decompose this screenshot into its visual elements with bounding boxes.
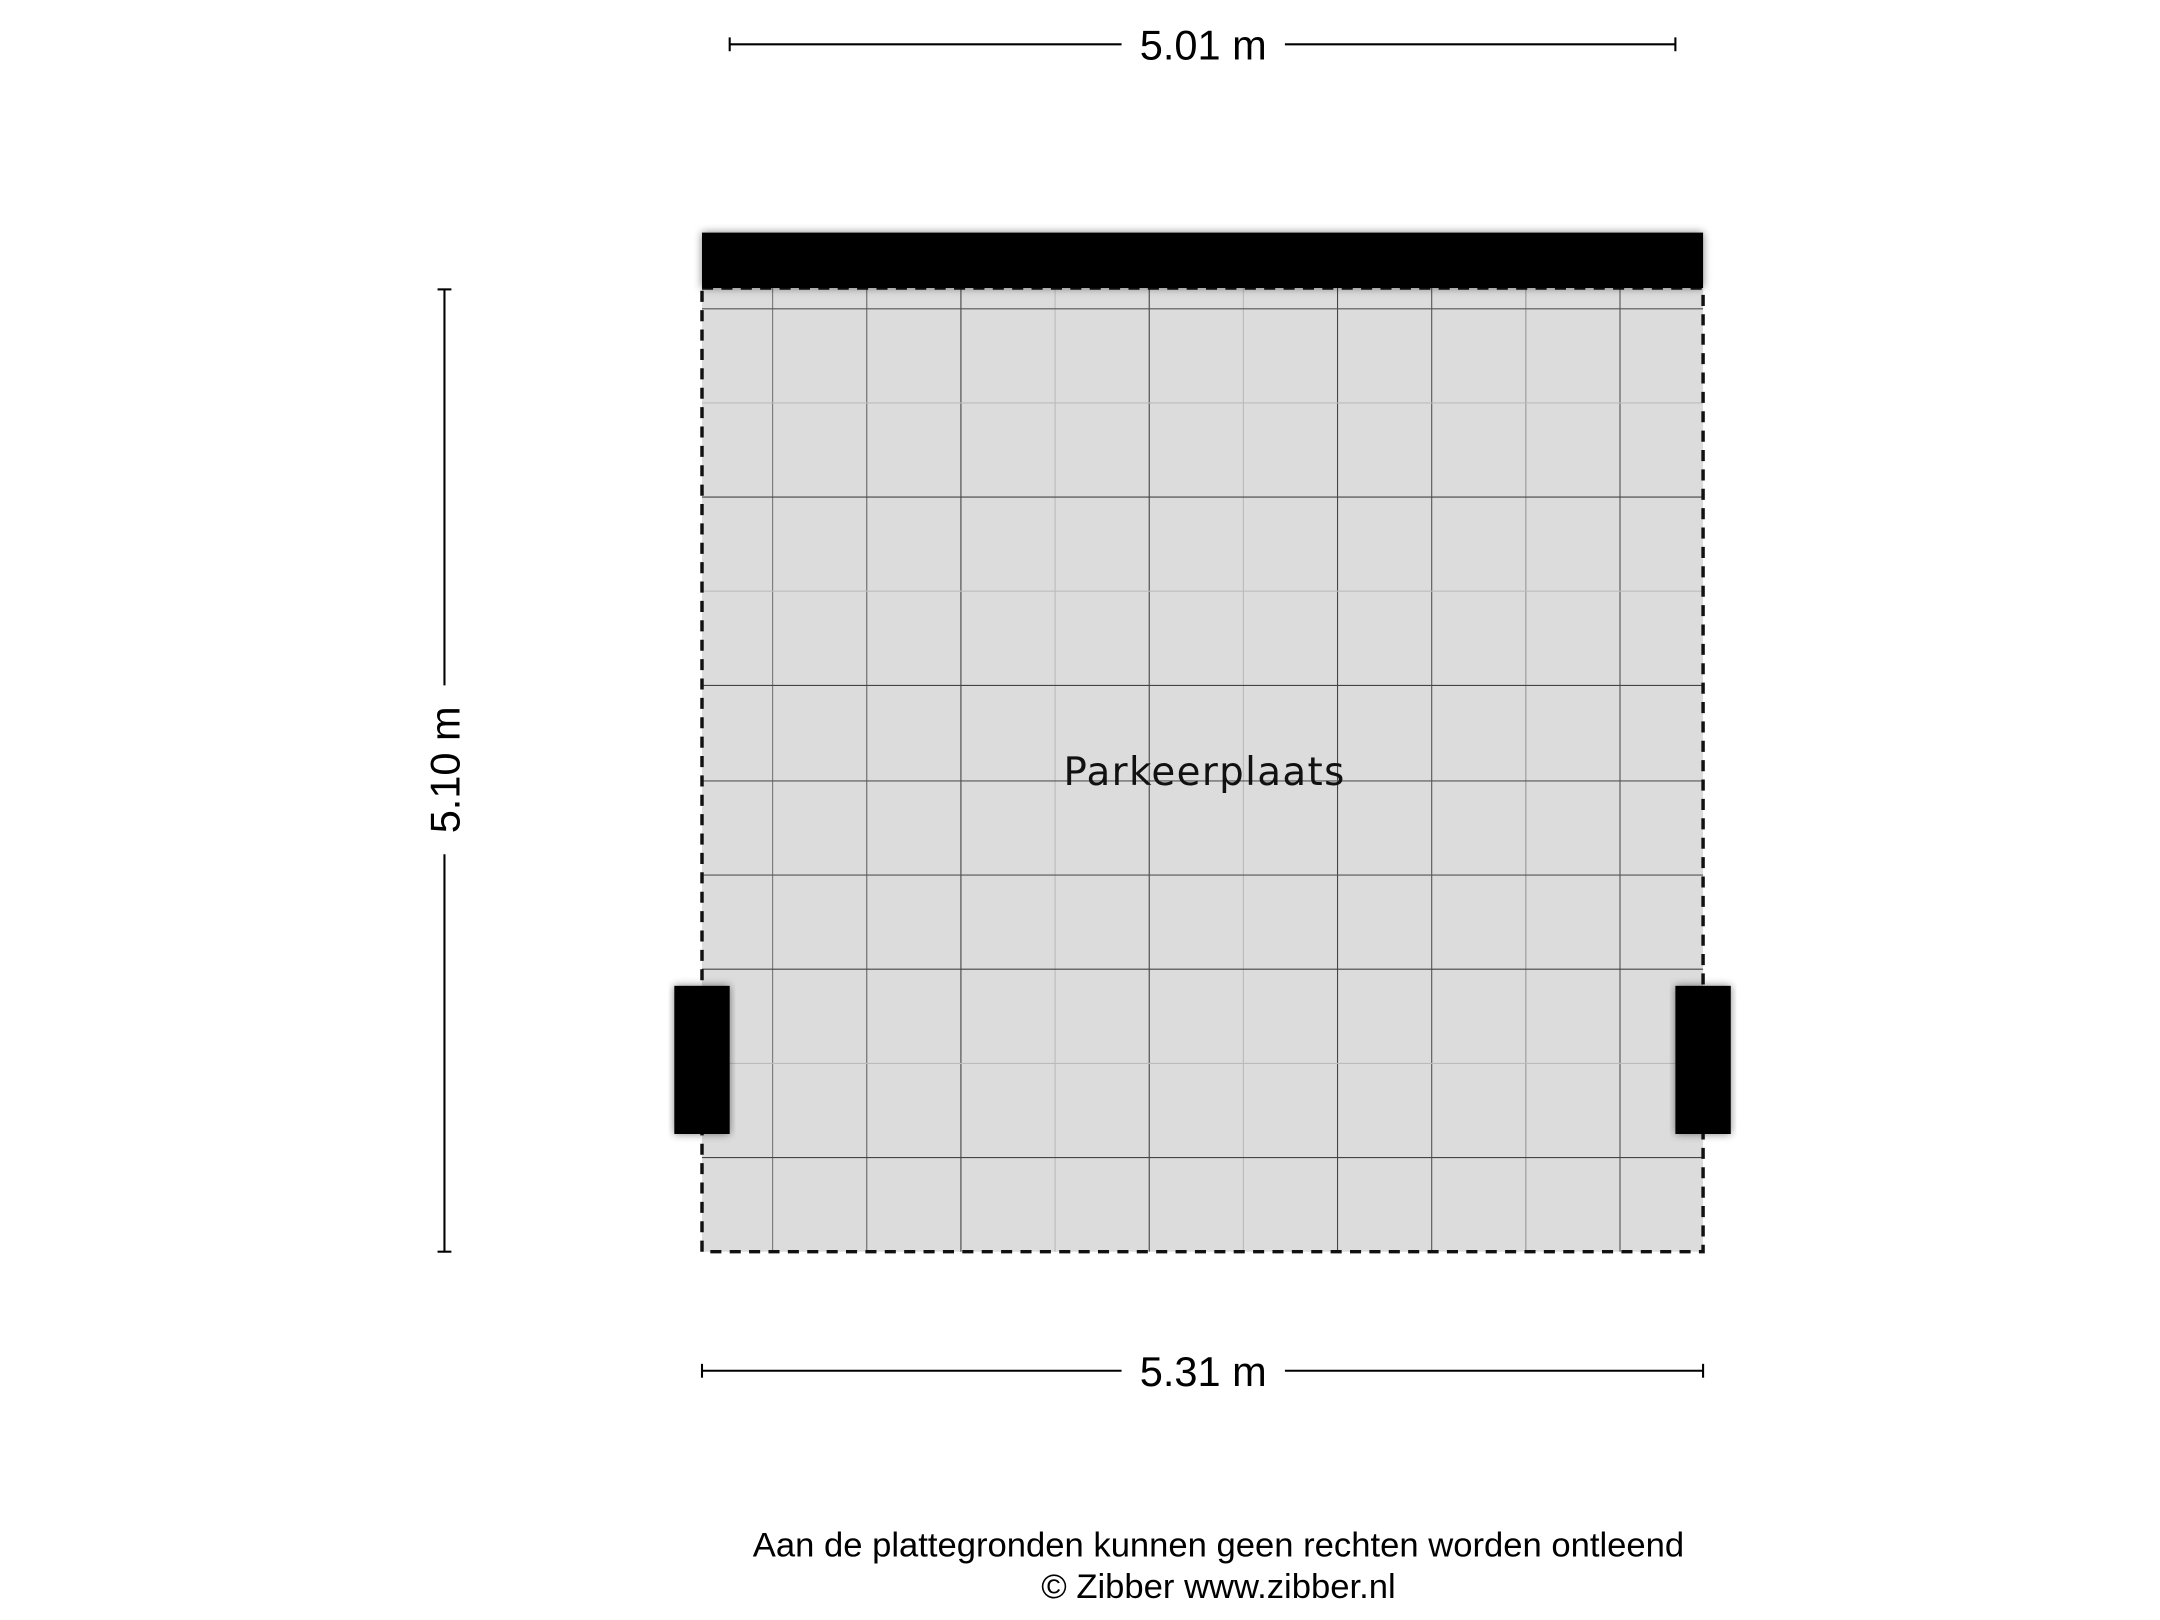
- left-dimension: 5.10 m: [422, 288, 469, 1253]
- left-height-label: 5.10 m: [422, 706, 469, 833]
- copyright-text: © Zibber www.zibber.nl: [1041, 1568, 1395, 1606]
- left-pillar: [674, 985, 730, 1134]
- right-pillar: [1675, 985, 1731, 1134]
- top-dimension: 5.01 m: [728, 22, 1677, 69]
- bottom-width-label: 5.31 m: [1140, 1348, 1267, 1395]
- room-outline: [700, 286, 1705, 1254]
- room-label: Parkeerplaats: [1064, 750, 1346, 795]
- top-width-label: 5.01 m: [1140, 22, 1267, 69]
- top-wall: [702, 232, 1704, 288]
- bottom-dimension: 5.31 m: [700, 1348, 1705, 1395]
- room-parkeerplaats: Parkeerplaats: [700, 286, 1705, 1254]
- room-floor: [702, 288, 1704, 1252]
- floor-grid: [702, 288, 1704, 1252]
- disclaimer-text: Aan de plattegronden kunnen geen rechten…: [753, 1526, 1684, 1564]
